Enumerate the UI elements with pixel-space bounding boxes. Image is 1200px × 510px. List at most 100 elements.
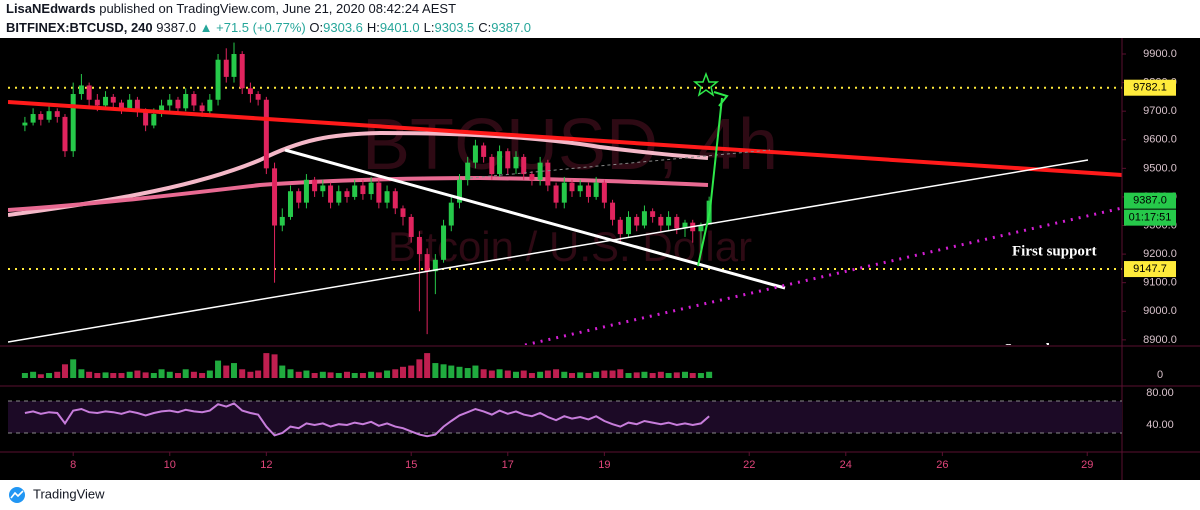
volume-bar [633,372,640,378]
x-tick-label: 17 [502,459,514,471]
volume-bar [512,371,519,378]
countdown: 01:17:51 [1129,212,1172,224]
volume-bar [657,371,664,378]
ohlc-key: L: [423,20,435,35]
candle-body [22,122,28,126]
level-tag [1124,79,1176,96]
target-star [692,71,720,97]
volume-bar [384,370,391,378]
y-tick-label: 9100.0 [1143,277,1177,289]
candle-body [223,59,229,77]
ohlc-value: 9303.5 [434,20,475,35]
volume-bar [375,372,382,378]
x-tick-label: 29 [1081,459,1093,471]
ohlc-value: 9303.6 [323,20,363,35]
symbol: BITFINEX:BTCUSD, 240 [6,20,153,35]
candle-body [537,162,543,180]
candle-body [199,105,205,112]
candle-body [296,191,302,203]
ohlc-key: O: [309,20,324,35]
candle-body [674,216,680,229]
volume-bar [706,371,713,378]
candle-body [94,99,100,106]
rsi-tick-label: 80.00 [1146,387,1174,399]
volume-bar [617,369,624,378]
candle-body [231,54,237,77]
candle-body [472,145,478,163]
volume-bar [335,373,342,378]
volume-bar [174,373,181,378]
volume-bar [46,373,53,378]
candle-body [625,216,631,235]
candle-body [239,54,245,89]
ohlc-value: 9387.0 [491,20,532,35]
volume-bar [351,373,358,378]
ohlc-key: H: [366,20,380,35]
ohlc: O:9303.6 H:9401.0 L:9303.5 C:9387.0 [309,20,535,35]
watermark: BTCUSD, 4h [362,105,778,185]
volume-bar [681,371,688,378]
published: published on TradingView.com, June 21, 2… [99,1,457,16]
candle-body [400,208,406,217]
x-tick-label: 15 [405,459,417,471]
candle-body [46,111,52,120]
candle-body [441,225,447,260]
volume-bar [271,354,278,378]
candle-body [86,85,92,100]
candle-body [513,156,519,169]
y-tick-label: 9900.0 [1143,48,1177,60]
candle-body [287,191,293,217]
candle-body [103,96,109,106]
candle-body [62,116,68,152]
support-trendline [8,159,1089,343]
volume-bar [359,373,366,378]
volume-bar [134,370,141,378]
candle-body [384,191,390,203]
candle-body [38,114,44,120]
annotation: Second support [1004,341,1104,357]
ohlc-value: 9401.0 [379,20,420,35]
annotation: First support [1012,243,1097,259]
volume-bar [78,369,85,378]
volume-tick-label: 0 [1157,369,1163,381]
candle-body [666,216,672,226]
volume-bar [593,371,600,378]
volume-bar [158,369,165,378]
candle-body [167,99,173,106]
candle-body [561,182,567,203]
volume-bar [496,369,503,378]
volume-bar [279,365,286,378]
volume-bar [537,371,544,378]
x-tick-label: 8 [70,459,76,471]
volume-bar [673,372,680,378]
candle-body [70,94,76,152]
volume-bar [343,371,350,378]
volume-bar [182,369,189,378]
candle-body [54,111,60,117]
volume-bar [544,370,551,378]
ohlc-key: C: [478,20,492,35]
x-tick-label: 24 [840,459,852,471]
candle-body [151,114,157,126]
last-price-label: 9387.0 [1133,195,1167,207]
level-label: 9147.7 [1133,263,1167,275]
volume-bar [625,373,632,378]
candle-body [352,185,358,197]
candle-body [215,59,221,100]
y-tick-label: 9600.0 [1143,134,1177,146]
volume-bar [416,359,423,378]
volume-bar [641,371,648,378]
candle-body [263,99,269,169]
volume-bar [215,360,222,378]
candle-body [303,179,309,203]
candle-body [481,145,487,157]
volume-bar [601,370,608,378]
volume-bar [110,373,117,378]
volume-bar [392,369,399,378]
candle-body [78,85,84,95]
volume-bar [142,372,149,378]
candle-body [432,259,438,272]
volume-bar [102,372,109,378]
candle-body [376,182,382,203]
